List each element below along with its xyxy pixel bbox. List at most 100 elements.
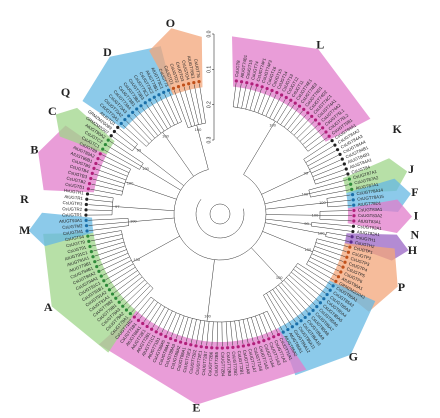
leaf-dot <box>117 300 121 304</box>
branch <box>152 306 166 328</box>
tree-branches <box>84 33 356 350</box>
clade-wedge <box>28 212 94 247</box>
branch <box>310 257 340 272</box>
branch <box>276 101 290 123</box>
branch <box>315 174 347 185</box>
leaf-label: CsUGTH2 <box>355 240 376 249</box>
branch <box>196 124 209 170</box>
branch <box>115 132 136 148</box>
branch <box>280 104 295 125</box>
leaf-dot <box>293 101 297 105</box>
branch <box>237 83 242 108</box>
clade-wedge <box>98 310 307 405</box>
leaf-dot <box>98 152 102 156</box>
leaf-dot <box>199 345 203 349</box>
clade-letter: B <box>30 143 38 157</box>
clade-wedge <box>149 28 203 95</box>
leaf-dot <box>276 332 281 337</box>
clade-wedge <box>278 280 376 376</box>
leaf-dot <box>341 265 345 269</box>
branch <box>327 205 352 208</box>
leaf-dot <box>339 270 343 274</box>
leaf-dot <box>145 324 149 329</box>
leaf-dot <box>121 304 125 308</box>
leaf-dot <box>324 130 328 134</box>
clade-letter: R <box>20 192 29 206</box>
branch <box>263 294 283 331</box>
branch <box>175 315 185 339</box>
leaf-label: CsUGT16 <box>266 65 278 85</box>
bootstrap-value: 100 <box>130 219 137 224</box>
leaf-dot <box>210 346 214 350</box>
clade-wedge <box>329 243 398 312</box>
clade-wedge <box>82 46 174 130</box>
leaf-dot <box>116 125 120 129</box>
branch <box>106 145 142 167</box>
leaf-dot <box>192 80 196 85</box>
scale-label: 0.2 <box>206 101 212 108</box>
leaf-dot <box>280 93 284 97</box>
branch <box>303 141 331 160</box>
leaf-label: CsUGTB4 <box>69 164 90 175</box>
bootstrap-value: 100 <box>269 123 276 128</box>
clade-wedge <box>347 199 412 234</box>
leaf-label: CsUGTP1 <box>353 245 374 255</box>
leaf-dot <box>166 88 171 92</box>
branch <box>264 193 310 205</box>
leaf-dot <box>85 229 89 233</box>
leaf-dot <box>101 147 105 151</box>
leaf-dot <box>315 305 319 309</box>
leaf-label: HvUGTR1 <box>64 188 85 196</box>
leaf-dot <box>239 80 244 84</box>
branch <box>275 287 301 320</box>
bootstrap-value: 99 <box>304 170 309 175</box>
branch <box>125 181 177 200</box>
branch <box>232 82 237 107</box>
branch <box>91 183 123 192</box>
branch <box>183 86 196 126</box>
leaf-dot <box>317 122 321 126</box>
branch <box>206 259 215 322</box>
leaf-label: CsUGT87A2 <box>354 175 379 185</box>
leaf-dot <box>350 187 354 191</box>
leaf-dot <box>345 255 349 259</box>
leaf-dot <box>132 315 136 319</box>
leaf-label: AtUGT74B1 <box>239 54 248 78</box>
clade-letter: K <box>393 122 403 136</box>
leaf-dot <box>340 157 344 161</box>
leaf-dot <box>90 171 94 176</box>
leaf-dot <box>342 162 346 166</box>
leaf-dot <box>184 341 188 346</box>
leaf-dot <box>89 176 93 181</box>
clade-letter: H <box>408 243 418 257</box>
leaf-label: CsUGT72B7 <box>201 350 208 375</box>
branch <box>241 84 247 109</box>
bootstrap-value: 100 <box>204 313 211 318</box>
bootstrap-value: 100 <box>133 257 140 262</box>
branch <box>266 293 288 328</box>
branch <box>95 168 127 181</box>
leaf-dot <box>336 275 341 279</box>
root <box>209 203 231 225</box>
leaf-dot <box>306 111 310 115</box>
branch <box>155 98 172 127</box>
bootstrap-value: 100 <box>301 192 308 197</box>
branch <box>281 282 309 313</box>
leaf-dot <box>86 187 90 191</box>
branch <box>291 271 323 298</box>
leaf-label: CsUGT84 <box>351 164 371 175</box>
leaf-dot <box>220 346 224 350</box>
leaf-dot <box>352 208 356 213</box>
branch <box>146 104 165 132</box>
leaf-dot <box>92 166 96 171</box>
leaf-dot <box>325 292 329 297</box>
leaf-label: CsUGT72E2 <box>188 349 197 374</box>
leaf-dot <box>275 91 279 95</box>
leaf-label: AtUGT91C1 <box>64 250 88 262</box>
branch <box>297 263 332 285</box>
leaf-label: CsUGT72B5 <box>214 351 220 376</box>
branch <box>196 320 201 344</box>
branch <box>173 169 267 261</box>
labels: 100 CsUGT8AtUGT74B1CsUGT10CsUGT74CsUGT74F… <box>19 16 419 414</box>
branch <box>293 117 311 136</box>
